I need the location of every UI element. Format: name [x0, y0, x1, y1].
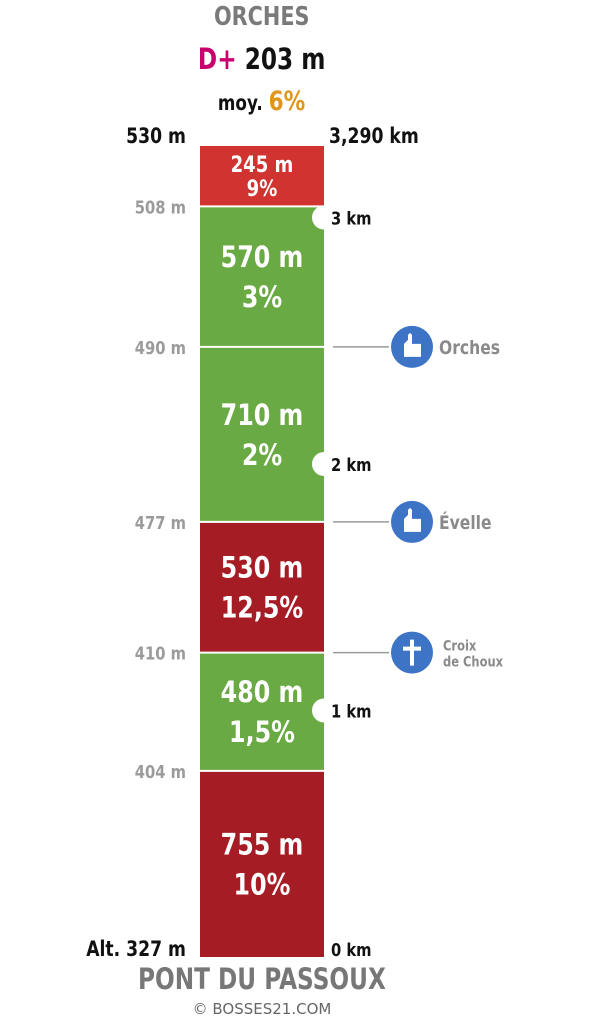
average-grade-value: 6%: [269, 86, 306, 117]
segment-length-label: 570 m: [221, 241, 304, 275]
segment-bar: [200, 770, 324, 957]
base-altitude-label: Alt. 327 m: [86, 936, 186, 961]
copyright-text: © BOSSES21.COM: [192, 1000, 332, 1018]
segment-bar: [200, 146, 324, 207]
segment-bar: [200, 206, 324, 347]
altitude-label: 477 m: [135, 513, 186, 534]
segment-bar: [200, 346, 324, 522]
elevation-gain-value: 203 m: [245, 42, 326, 76]
altitude-label: 508 m: [135, 197, 186, 218]
segment-bar: [200, 521, 324, 653]
km-marker-label: 3 km: [331, 208, 372, 229]
altitude-label: 490 m: [135, 337, 186, 358]
average-grade: moy. 6%: [0, 86, 524, 117]
total-distance-label: 3,290 km: [329, 123, 419, 148]
segment-length-label: 755 m: [221, 828, 304, 862]
km-marker-label: 1 km: [331, 701, 372, 722]
poi-label: Évelle: [439, 510, 492, 534]
segment-grade-label: 1,5%: [229, 716, 295, 750]
poi-label: de Choux: [443, 655, 504, 671]
segment-grade-label: 3%: [242, 281, 282, 315]
top-altitude-label: 530 m: [126, 123, 186, 148]
start-location-name: PONT DU PASSOUX: [138, 962, 386, 996]
cross-icon: [403, 639, 421, 666]
km-notch: [312, 205, 336, 230]
segment-length-label: 710 m: [221, 399, 304, 433]
segment-grade-label: 10%: [234, 868, 291, 902]
church-icon: [404, 332, 421, 357]
elevation-gain: D+ 203 m: [0, 42, 524, 76]
segment-length-label: 480 m: [221, 676, 304, 710]
segment-grade-label: 9%: [247, 175, 278, 201]
segment-length-label: 245 m: [231, 151, 294, 177]
segment-bar: [200, 652, 324, 771]
altitude-label: 404 m: [135, 761, 186, 782]
km-notch: [312, 451, 336, 476]
poi-label: Orches: [439, 337, 500, 359]
altitude-label: 410 m: [135, 643, 186, 664]
segment-grade-label: 2%: [242, 439, 282, 473]
km-marker-label: 2 km: [331, 455, 372, 476]
km-marker-label: 0 km: [331, 940, 372, 961]
poi-label: Croix: [443, 639, 477, 655]
segment-grade-label: 12,5%: [221, 591, 303, 625]
church-icon: [404, 507, 421, 532]
km-notch: [312, 698, 336, 723]
climb-title: ORCHES: [214, 2, 310, 32]
segment-length-label: 530 m: [221, 551, 304, 585]
average-grade-prefix: moy.: [218, 91, 264, 115]
elevation-gain-prefix: D+: [198, 42, 237, 76]
